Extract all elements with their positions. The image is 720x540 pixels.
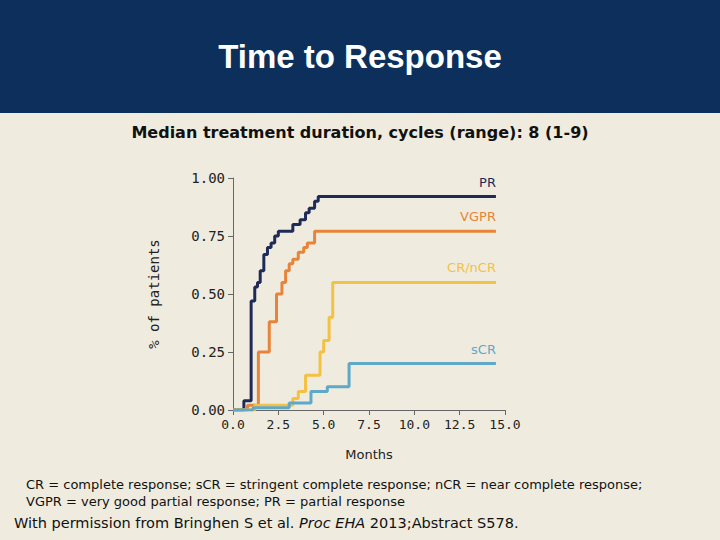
svg-text:sCR: sCR xyxy=(471,342,496,357)
svg-text:0.75: 0.75 xyxy=(191,228,225,244)
html-text:Time to Response: Time to Response xyxy=(218,38,502,75)
svg-text:2.5: 2.5 xyxy=(267,417,290,432)
svg-text:12.5: 12.5 xyxy=(444,417,475,432)
svg-text:10.0: 10.0 xyxy=(399,417,430,432)
svg-text:PR: PR xyxy=(479,175,496,190)
html-text:CR = complete response; sCR =: CR = complete response; sCR = stringent … xyxy=(26,477,643,492)
svg-text:VGPR: VGPR xyxy=(460,209,496,224)
svg-text:7.5: 7.5 xyxy=(357,417,380,432)
svg-text:0.00: 0.00 xyxy=(191,402,225,418)
svg-text:15.0: 15.0 xyxy=(489,417,520,432)
svg-text:0.25: 0.25 xyxy=(191,344,225,360)
html-text:Median treatment duration, cyc: Median treatment duration, cycles (range… xyxy=(131,123,589,142)
svg-text:1.00: 1.00 xyxy=(191,170,225,186)
svg-text:CR/nCR: CR/nCR xyxy=(447,260,496,275)
svg-text:0.50: 0.50 xyxy=(191,286,225,302)
svg-text:Months: Months xyxy=(345,447,393,462)
svg-text:% of patients: % of patients xyxy=(146,239,162,349)
html-text:VGPR = very good partial respo: VGPR = very good partial response; PR = … xyxy=(26,494,405,509)
svg-text:0.0: 0.0 xyxy=(221,417,244,432)
svg-text:5.0: 5.0 xyxy=(312,417,335,432)
html-text:With permission from Bringhen: With permission from Bringhen S et al. P… xyxy=(14,515,519,531)
